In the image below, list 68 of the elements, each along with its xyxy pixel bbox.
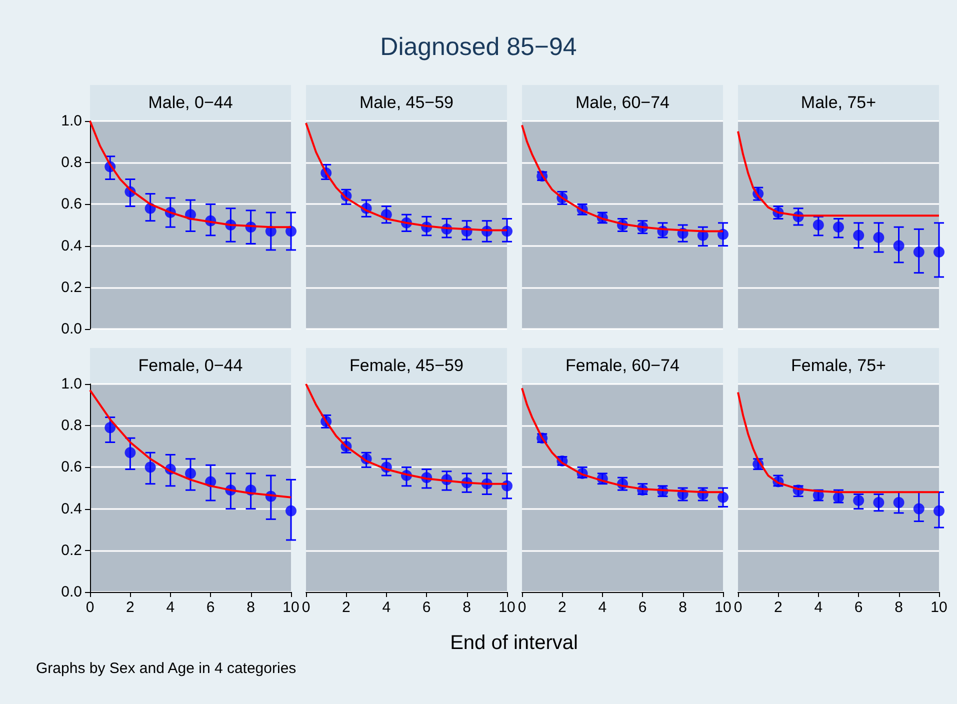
chart-title: Female, 75+ <box>738 348 939 384</box>
x-tick-label: 6 <box>638 599 647 616</box>
x-tick-label: 2 <box>558 599 566 616</box>
y-tick-label: 0.0 <box>61 584 82 600</box>
x-tick-label: 4 <box>166 599 175 616</box>
point <box>144 462 156 473</box>
y-tick-label: 0.0 <box>61 320 82 338</box>
x-tick-label: 10 <box>714 599 732 616</box>
x-tick-label: 0 <box>518 599 526 616</box>
text: Diagnosed 85−94 <box>379 32 578 63</box>
x-tick-label: 8 <box>894 599 903 616</box>
chart-title: Male, 0−44 <box>90 85 291 121</box>
point <box>833 222 844 233</box>
x-tick-label: 10 <box>282 599 300 616</box>
x-tick-label: 4 <box>382 599 391 616</box>
y-tick-label: 1.0 <box>61 112 82 130</box>
text: Graphs by Sex and Age in 4 categories <box>36 660 296 678</box>
point <box>913 246 924 258</box>
x-tick-label: 6 <box>854 599 863 616</box>
x-tick-label: 10 <box>930 599 948 616</box>
y-tick-label: 0.6 <box>61 196 82 213</box>
x-tick-label: 4 <box>814 599 823 616</box>
y-tick-label: 0.6 <box>61 458 82 476</box>
x-tick-label: 4 <box>598 599 607 616</box>
x-tick-label: 6 <box>206 599 215 616</box>
y-tick-label: 0.4 <box>61 237 82 254</box>
x-tick-label: 8 <box>678 599 687 616</box>
point <box>833 492 844 503</box>
x-tick-label: 0 <box>302 599 310 616</box>
chart-title: Female, 0−44 <box>90 348 291 384</box>
text: End of interval <box>449 631 579 656</box>
chart-title: Female, 60−74 <box>522 348 723 384</box>
point <box>893 497 904 508</box>
y-tick-label: 1.0 <box>61 376 82 392</box>
point <box>853 494 864 506</box>
point <box>286 226 296 237</box>
point <box>718 228 728 240</box>
point <box>913 503 924 514</box>
chart-title: Male, 75+ <box>738 85 939 121</box>
x-tick-label: 10 <box>498 599 516 616</box>
x-tick-label: 0 <box>734 599 742 616</box>
x-tick-label: 0 <box>86 599 94 616</box>
point <box>124 447 136 458</box>
point <box>185 468 196 479</box>
point <box>934 246 944 258</box>
point <box>718 492 728 503</box>
point <box>934 505 944 516</box>
x-tick-label: 8 <box>462 599 471 616</box>
point <box>893 240 904 252</box>
point <box>873 232 884 243</box>
x-tick-label: 2 <box>774 599 782 616</box>
point <box>812 220 824 230</box>
x-tick-label: 2 <box>342 599 350 616</box>
chart-title: Female, 45−59 <box>306 348 507 384</box>
y-tick-label: 0.2 <box>61 542 82 559</box>
point <box>853 230 864 241</box>
y-tick-label: 0.8 <box>61 417 82 434</box>
y-tick-label: 0.8 <box>61 154 82 172</box>
y-tick-label: 0.2 <box>61 278 82 296</box>
x-tick-label: 2 <box>126 599 134 616</box>
x-tick-label: 8 <box>246 599 255 616</box>
chart-title: Male, 45−59 <box>306 85 507 121</box>
point <box>286 505 296 516</box>
chart-title: Male, 60−74 <box>522 85 723 121</box>
x-tick-label: 6 <box>422 599 431 616</box>
y-tick-label: 0.4 <box>61 500 82 518</box>
point <box>873 497 884 508</box>
point <box>104 422 116 434</box>
